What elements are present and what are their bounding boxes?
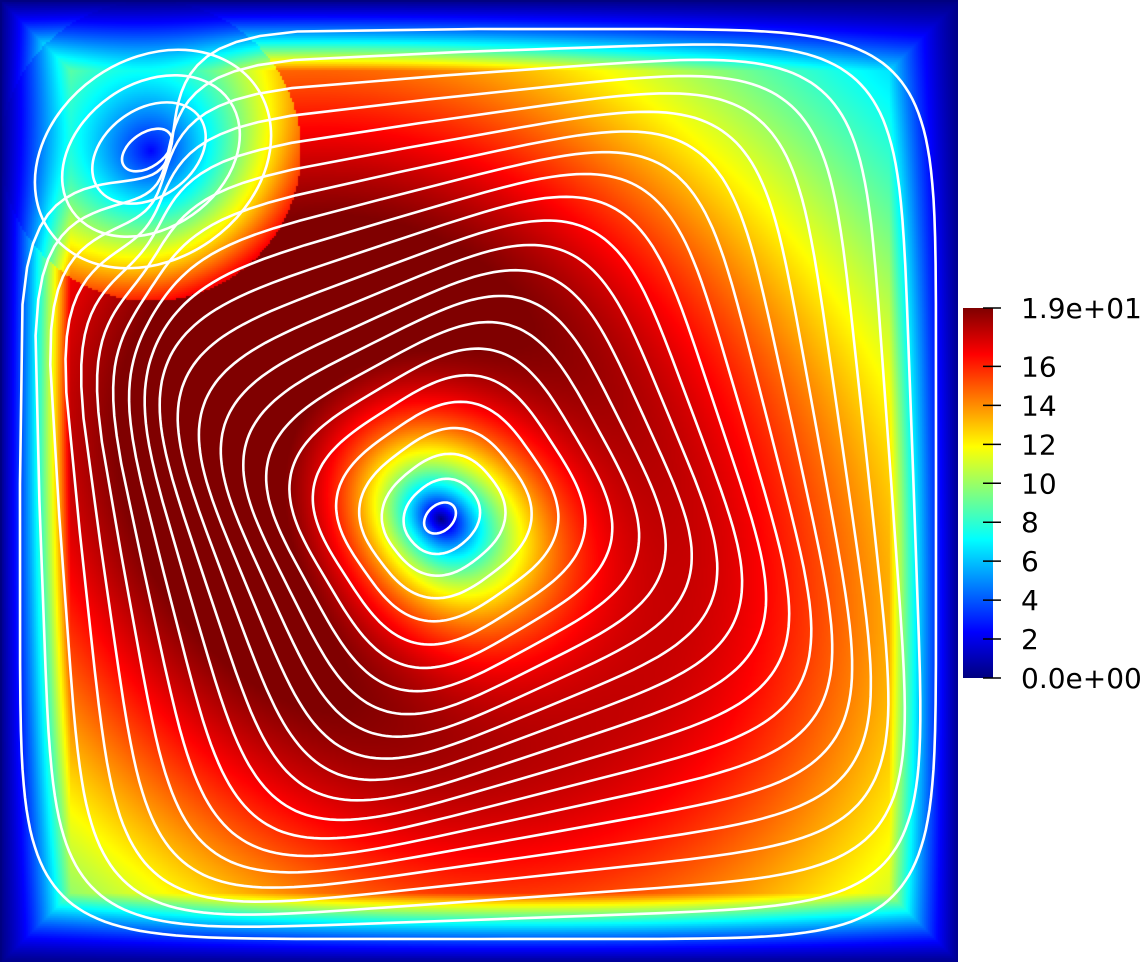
streamline: [48, 58, 907, 916]
streamline: [288, 347, 614, 670]
streamline: [95, 110, 854, 874]
colorbar-tick-label: 1.9e+01: [1021, 292, 1142, 325]
secondary-streamline: [90, 101, 208, 205]
streamline: [241, 294, 668, 716]
streamline: [34, 43, 922, 928]
streamline: [127, 150, 813, 840]
streamline: [197, 243, 719, 760]
colorbar-tick-label: 6: [1021, 545, 1039, 578]
secondary-streamline: [60, 74, 242, 238]
streamline: [80, 92, 873, 889]
colorbar-tick-label: 14: [1021, 389, 1057, 422]
streamlines-layer: [0, 0, 958, 962]
colorbar-gradient: [963, 308, 993, 678]
streamline: [311, 373, 587, 646]
secondary-streamline: [33, 48, 273, 270]
streamline: [18, 27, 938, 941]
streamline: [422, 501, 458, 535]
streamline: [402, 477, 482, 556]
colorbar: 1.9e+01 16 14 12 10 8 6 4 2 0.0e+00: [963, 292, 1142, 695]
streamline: [380, 452, 507, 577]
streamline: [264, 320, 641, 693]
colorbar-tick-label: 8: [1021, 506, 1039, 539]
colorbar-tick-label: 10: [1021, 467, 1057, 500]
colorbar-tick-label: 4: [1021, 584, 1039, 617]
colorbar-tick-label: 0.0e+00: [1021, 662, 1142, 695]
streamline: [64, 74, 890, 904]
streamline: [219, 268, 693, 739]
streamline: [158, 195, 768, 802]
secondary-streamline: [120, 127, 174, 173]
streamline: [334, 400, 560, 623]
cavity-flow-plot: [0, 0, 958, 962]
streamline: [111, 130, 834, 858]
colorbar-tick-label: 12: [1021, 428, 1057, 461]
streamline: [176, 219, 744, 782]
colorbar-tick-label: 16: [1021, 350, 1057, 383]
streamline: [143, 172, 791, 822]
streamline: [357, 426, 533, 600]
colorbar-tick-label: 2: [1021, 623, 1039, 656]
